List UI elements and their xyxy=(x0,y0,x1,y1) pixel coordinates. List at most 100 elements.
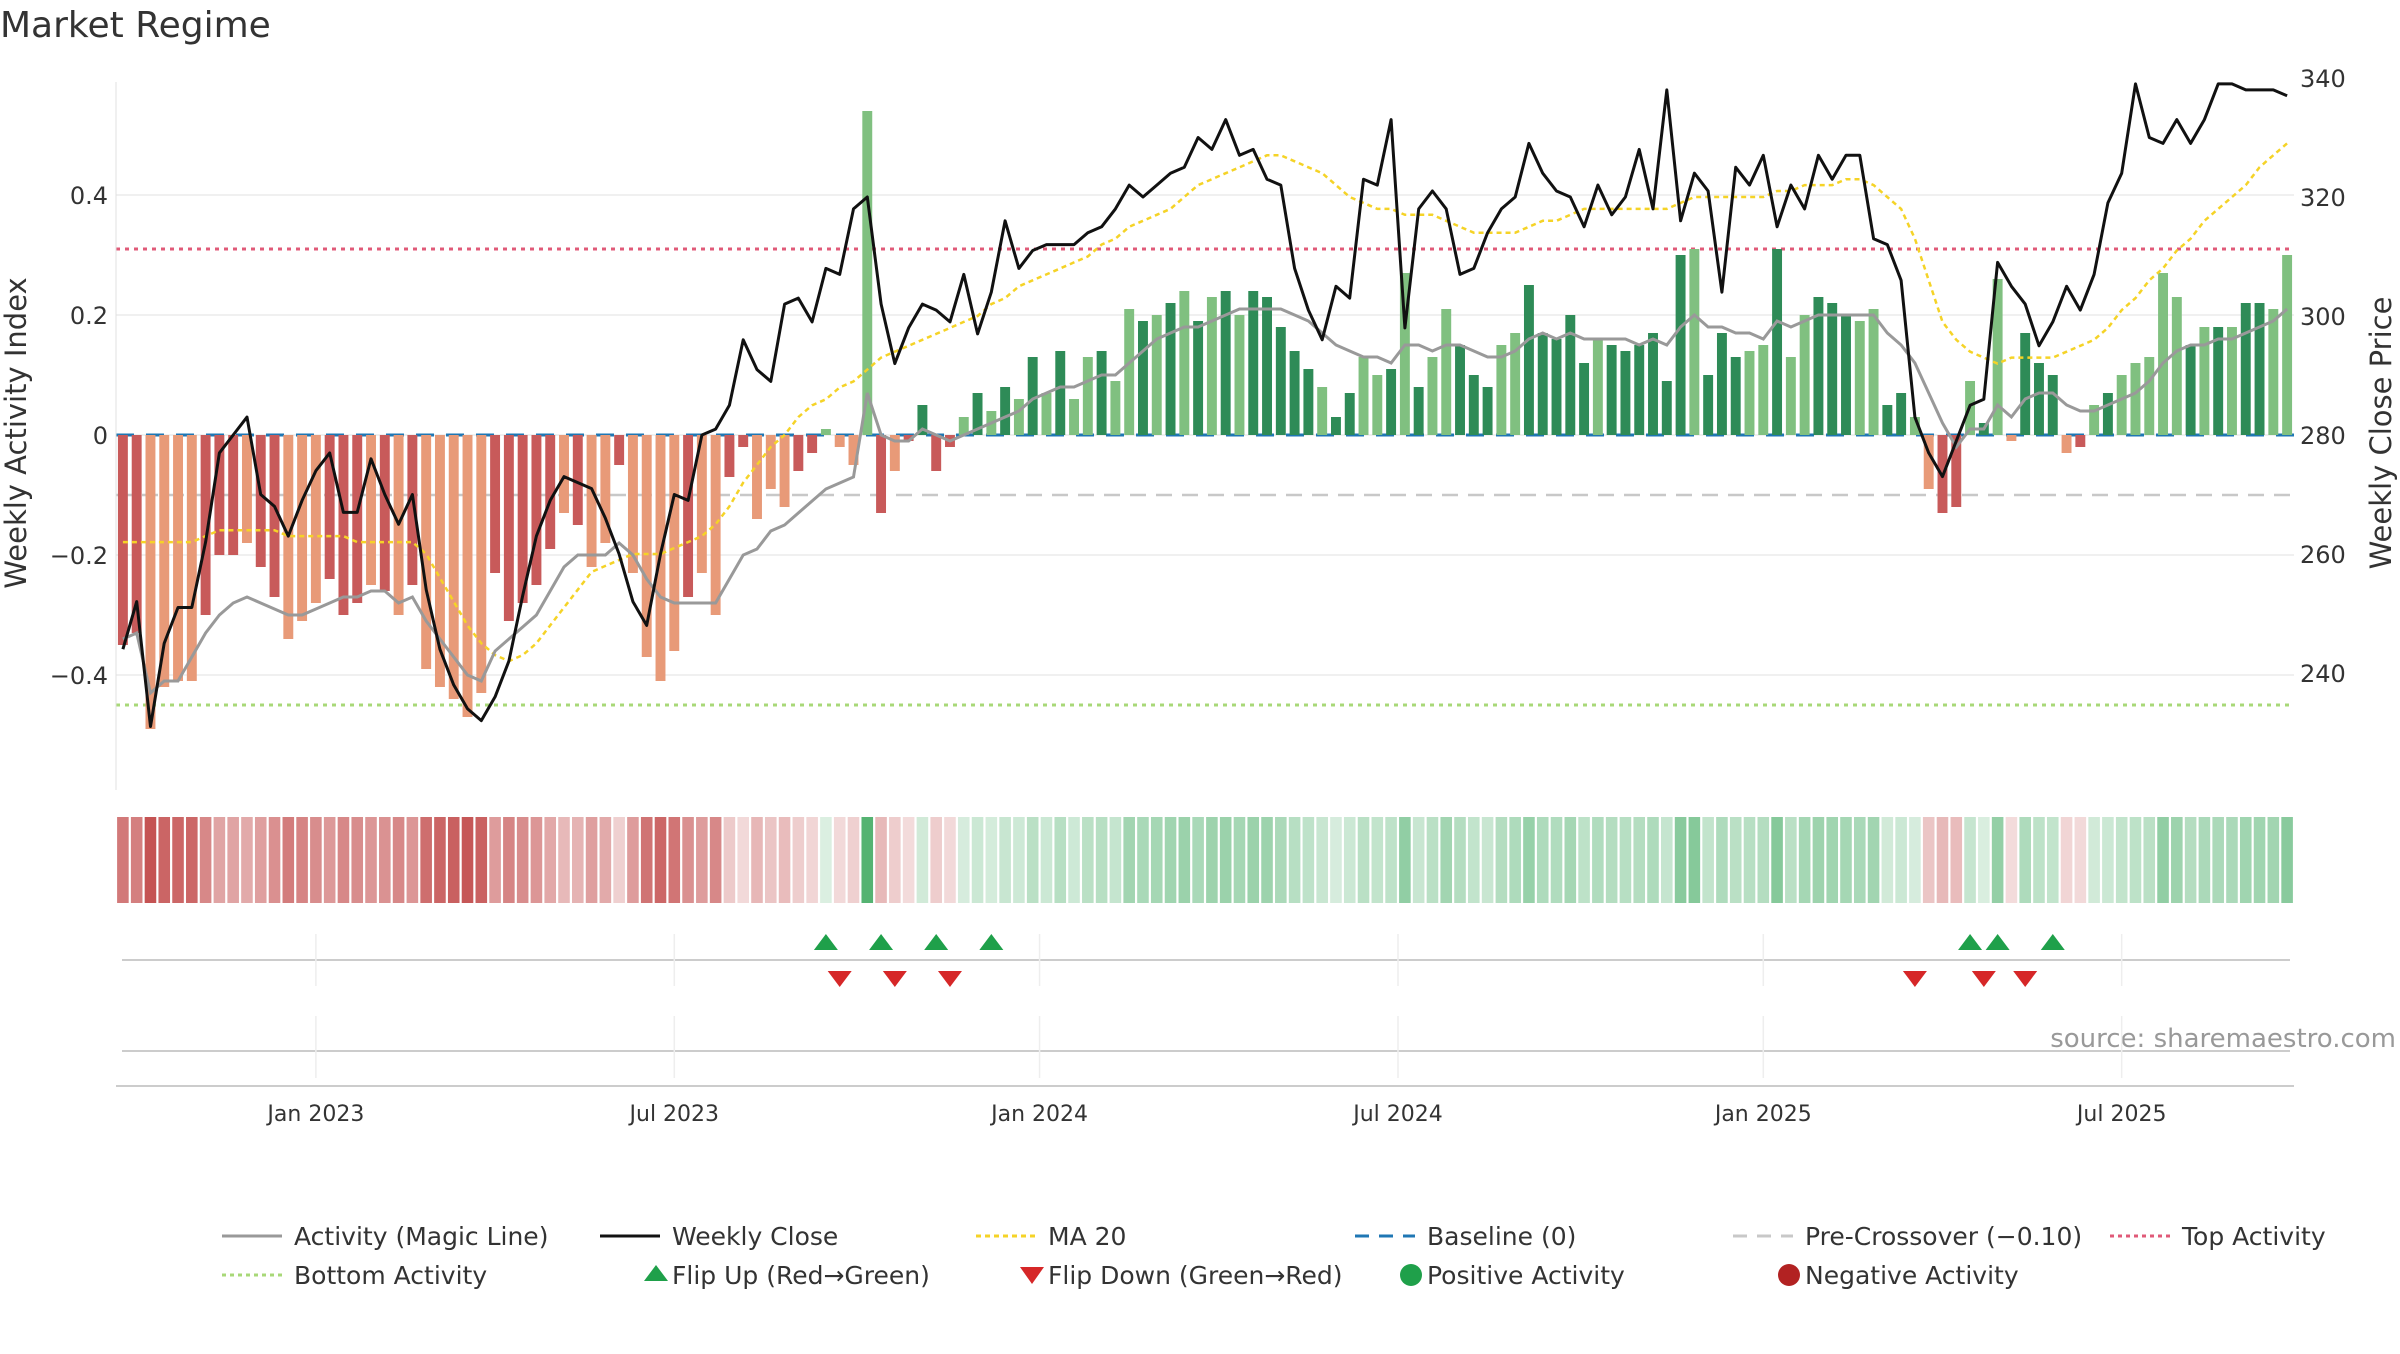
regime-cell xyxy=(282,817,295,903)
activity-bar xyxy=(1110,381,1121,435)
regime-cell xyxy=(475,817,488,903)
regime-cell xyxy=(764,817,777,903)
y-right-tick-label: 260 xyxy=(2300,541,2346,569)
regime-cell xyxy=(379,817,391,903)
activity-bar xyxy=(834,435,845,447)
activity-bar xyxy=(1482,387,1493,435)
y-right-axis-label: Weekly Close Price xyxy=(2364,297,2398,570)
y-left-tick-label: 0 xyxy=(93,422,108,450)
activity-bar xyxy=(2047,375,2058,435)
activity-bar xyxy=(1841,315,1851,435)
regime-cell xyxy=(2033,817,2045,903)
activity-bar xyxy=(1703,375,1714,435)
activity-bar xyxy=(1620,351,1631,435)
regime-cell xyxy=(144,817,157,903)
activity-bar xyxy=(669,435,680,651)
legend-item-magic: Activity (Magic Line) xyxy=(222,1222,548,1251)
activity-bar xyxy=(131,435,142,633)
activity-bar xyxy=(752,435,762,519)
flip-up-marker xyxy=(924,934,949,950)
regime-cell xyxy=(1495,817,1508,903)
regime-cell xyxy=(1991,817,2004,903)
activity-bar xyxy=(1579,363,1590,435)
activity-bar xyxy=(1124,309,1135,435)
regime-cell xyxy=(930,817,942,903)
regime-cell xyxy=(1536,817,1549,903)
activity-bar xyxy=(1096,351,1107,435)
regime-cell xyxy=(1950,817,1963,903)
activity-bar xyxy=(1565,315,1576,435)
activity-bar xyxy=(1675,255,1686,435)
regime-strip xyxy=(117,817,2293,903)
activity-bar xyxy=(1303,369,1314,435)
activity-bar xyxy=(2213,327,2224,435)
activity-bar xyxy=(1289,351,1300,435)
activity-bar xyxy=(1041,393,1052,435)
regime-cell xyxy=(296,817,308,903)
regime-cell xyxy=(1633,817,1646,903)
chart-title: Market Regime xyxy=(0,5,271,46)
regime-cell xyxy=(489,817,501,903)
regime-cell xyxy=(1564,817,1577,903)
flip-up-marker xyxy=(813,934,838,950)
regime-cell xyxy=(723,817,736,903)
regime-cell xyxy=(461,817,474,903)
activity-bar xyxy=(1055,351,1066,435)
legend-label: Weekly Close xyxy=(672,1222,838,1251)
regime-cell xyxy=(1426,817,1439,903)
activity-bar xyxy=(738,435,749,447)
activity-bar xyxy=(807,435,818,453)
y-right-tick-label: 320 xyxy=(2300,184,2346,212)
regime-cell xyxy=(1123,817,1135,903)
legend-swatch-negative xyxy=(1778,1264,1800,1286)
regime-cell xyxy=(1481,817,1494,903)
regime-cell xyxy=(833,817,846,903)
activity-bar xyxy=(958,417,969,435)
regime-cell xyxy=(640,817,653,903)
ma20-line xyxy=(122,142,2288,663)
activity-bar xyxy=(876,435,887,513)
activity-bar xyxy=(1248,291,1259,435)
regime-cell xyxy=(1812,817,1825,903)
regime-cell xyxy=(585,817,598,903)
regime-cell xyxy=(1909,817,1921,903)
regime-cell xyxy=(889,817,901,903)
activity-bar xyxy=(2020,333,2031,435)
regime-cell xyxy=(999,817,1011,903)
regime-cell xyxy=(1729,817,1742,903)
regime-cell xyxy=(254,817,267,903)
legend-item-ma: MA 20 xyxy=(976,1222,1126,1251)
regime-cell xyxy=(902,817,915,903)
regime-cell xyxy=(1068,817,1080,903)
activity-bar xyxy=(1827,303,1838,435)
activity-bar xyxy=(1606,345,1617,435)
activity-bar xyxy=(2116,375,2127,435)
regime-cell xyxy=(1592,817,1604,903)
activity-bar xyxy=(545,435,556,549)
y-left-tick-label: 0.4 xyxy=(70,182,108,210)
regime-cell xyxy=(2281,817,2293,903)
activity-bar xyxy=(724,435,735,477)
regime-cell xyxy=(1964,817,1976,903)
activity-bar xyxy=(1689,249,1700,435)
x-tick-label: Jul 2024 xyxy=(1351,1102,1443,1127)
flip-down-marker xyxy=(827,971,852,987)
regime-cell xyxy=(1040,817,1053,903)
y-left-tick-label: −0.2 xyxy=(50,542,108,570)
regime-cell xyxy=(1385,817,1397,903)
activity-bar xyxy=(1000,387,1011,435)
activity-bar xyxy=(779,435,790,507)
regime-cell xyxy=(2005,817,2018,903)
regime-cell xyxy=(2143,817,2156,903)
legend-label: Baseline (0) xyxy=(1427,1222,1576,1251)
regime-cell xyxy=(1247,817,1260,903)
source-label: source: sharemaestro.com xyxy=(2050,1024,2396,1054)
regime-cell xyxy=(572,817,584,903)
regime-cell xyxy=(1867,817,1880,903)
regime-cell xyxy=(668,817,681,903)
activity-bar xyxy=(1317,387,1328,435)
regime-cell xyxy=(737,817,749,903)
regime-cell xyxy=(1936,817,1949,903)
activity-bar xyxy=(228,435,239,555)
activity-bar xyxy=(765,435,776,489)
